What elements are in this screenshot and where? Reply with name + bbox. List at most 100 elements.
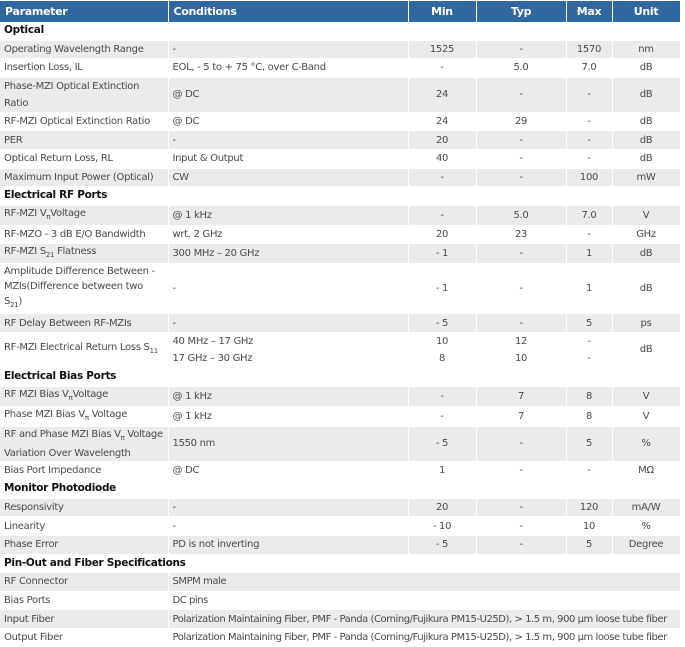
data-row: RF-MZI VπVoltage @ 1 kHz -5.0 7.0 V: [0, 205, 681, 226]
value-cell: 7.0: [566, 58, 613, 78]
subscript: 21: [10, 301, 19, 310]
condition-cell: DC pins: [168, 591, 681, 611]
value-cell: -: [476, 149, 567, 169]
value-cell: nm: [612, 40, 681, 60]
value-cell: -: [408, 58, 477, 78]
value-cell: dB: [612, 149, 681, 169]
value-cell: -: [408, 205, 477, 226]
value-cell: -: [566, 225, 613, 245]
data-row: Linearity - - 10-10%: [0, 516, 681, 536]
parameter-cell: Phase-MZI Optical Extinction Ratio: [0, 77, 169, 113]
data-row: Optical Return Loss, RL Input & Output 40-…: [0, 149, 681, 169]
value-cell: -: [476, 516, 567, 536]
line: 10: [435, 335, 449, 347]
column-header: Parameter: [0, 1, 169, 22]
data-row: Input Fiber Polarization Maintaining Fibe…: [0, 609, 681, 629]
condition-cell: Polarization Maintaining Fiber, PMF - Pa…: [168, 609, 681, 629]
value-cell: 7.0: [566, 205, 613, 226]
line: -: [587, 352, 591, 364]
value-cell: 100: [566, 168, 613, 188]
section-row: Optical: [0, 22, 681, 41]
data-row: Output Fiber Polarization Maintaining Fib…: [0, 628, 681, 647]
column-header: Unit: [612, 1, 681, 22]
value-cell: -: [476, 130, 567, 150]
condition-cell: @ DC: [168, 77, 409, 113]
value-cell: V: [612, 386, 681, 407]
value-cell: 1: [408, 461, 477, 481]
condition-cell: Input & Output: [168, 149, 409, 169]
value-cell: GHz: [612, 225, 681, 245]
value-cell: -: [476, 40, 567, 60]
parameter-cell: RF-MZI S21 Flatness: [0, 243, 169, 265]
parameter-cell: Operating Wavelength Range: [0, 40, 169, 60]
value-cell: dB: [612, 263, 681, 315]
value-cell: dB: [612, 112, 681, 132]
value-cell: V: [612, 406, 681, 427]
line: 40 MHz – 17 GHz: [172, 335, 254, 347]
text-part: RF-MZI S: [4, 246, 46, 258]
value-cell: 10 8: [408, 332, 477, 368]
condition-cell: CW: [168, 168, 409, 188]
subscript: 11: [149, 347, 159, 356]
data-row: Maximum Input Power (Optical) CW - -100 mW: [0, 168, 681, 188]
column-header: Min: [408, 1, 477, 22]
parameter-cell: Phase Error: [0, 535, 169, 555]
subscript: 21: [45, 251, 55, 260]
value-cell: %: [612, 426, 681, 462]
condition-cell: -: [168, 263, 409, 315]
data-row: PER -20- - dB: [0, 130, 681, 150]
value-cell: mW: [612, 168, 681, 188]
value-cell: -: [476, 498, 567, 518]
value-cell: - 5: [408, 313, 477, 333]
data-row: Insertion Loss, IL EOL, - 5 to + 75 °C, o…: [0, 58, 681, 78]
value-cell: -: [476, 535, 567, 555]
section-row: Electrical RF Ports: [0, 186, 681, 206]
value-cell: -: [476, 168, 567, 188]
value-cell: --: [566, 332, 613, 368]
value-cell: -: [476, 77, 567, 113]
parameter-cell: RF-MZO - 3 dB E/O Bandwidth: [0, 225, 169, 245]
section-row: Pin-Out and Fiber Specifications: [0, 554, 681, 574]
parameter-cell: RF MZI Bias VπVoltage: [0, 386, 169, 407]
text-part: Flatness: [54, 246, 97, 258]
value-cell: -: [476, 263, 567, 315]
value-cell: 120: [566, 498, 613, 518]
value-cell: 24: [408, 77, 477, 113]
value-cell: dB: [612, 58, 681, 78]
value-cell: 8: [566, 406, 613, 427]
column-header: Max: [566, 1, 613, 22]
value-cell: 10: [566, 516, 613, 536]
condition-cell: wrt. 2 GHz: [168, 225, 409, 245]
value-cell: -: [566, 130, 613, 150]
line: 17 GHz – 30 GHz: [172, 352, 253, 364]
text-part: ): [18, 296, 22, 308]
section-title: Electrical Bias Ports: [0, 367, 681, 387]
value-cell: dB: [612, 130, 681, 150]
value-cell: 20: [408, 498, 477, 518]
data-row: Responsivity -20-120 mA/W: [0, 498, 681, 518]
value-cell: 5: [566, 313, 613, 333]
value-cell: dB: [612, 332, 681, 368]
subscript: π: [68, 393, 73, 402]
value-cell: 7: [476, 386, 567, 407]
value-cell: 40: [408, 149, 477, 169]
data-row: Bias Port Impedance @ DC 1- - MΩ: [0, 461, 681, 481]
condition-cell: @ 1 kHz: [168, 205, 409, 226]
value-cell: mA/W: [612, 498, 681, 518]
column-header: Typ: [476, 1, 567, 22]
condition-cell: 300 MHz – 20 GHz: [168, 243, 409, 265]
data-row: Phase-MZI Optical Extinction Ratio @ DC 24…: [0, 77, 681, 113]
condition-cell: SMPM male: [168, 572, 681, 592]
value-cell: dB: [612, 77, 681, 113]
value-cell: 5: [566, 426, 613, 462]
parameter-cell: RF Delay Between RF-MZIs: [0, 313, 169, 333]
column-header: Conditions: [168, 1, 409, 22]
subscript: π: [84, 413, 89, 422]
section-row: Monitor Photodiode: [0, 479, 681, 499]
value-cell: Degree: [612, 535, 681, 555]
value-cell: -: [408, 386, 477, 407]
condition-cell: PD is not inverting: [168, 535, 409, 555]
value-cell: 1: [566, 263, 613, 315]
data-row: Phase Error PD is not inverting - 5-5 Degre…: [0, 535, 681, 555]
